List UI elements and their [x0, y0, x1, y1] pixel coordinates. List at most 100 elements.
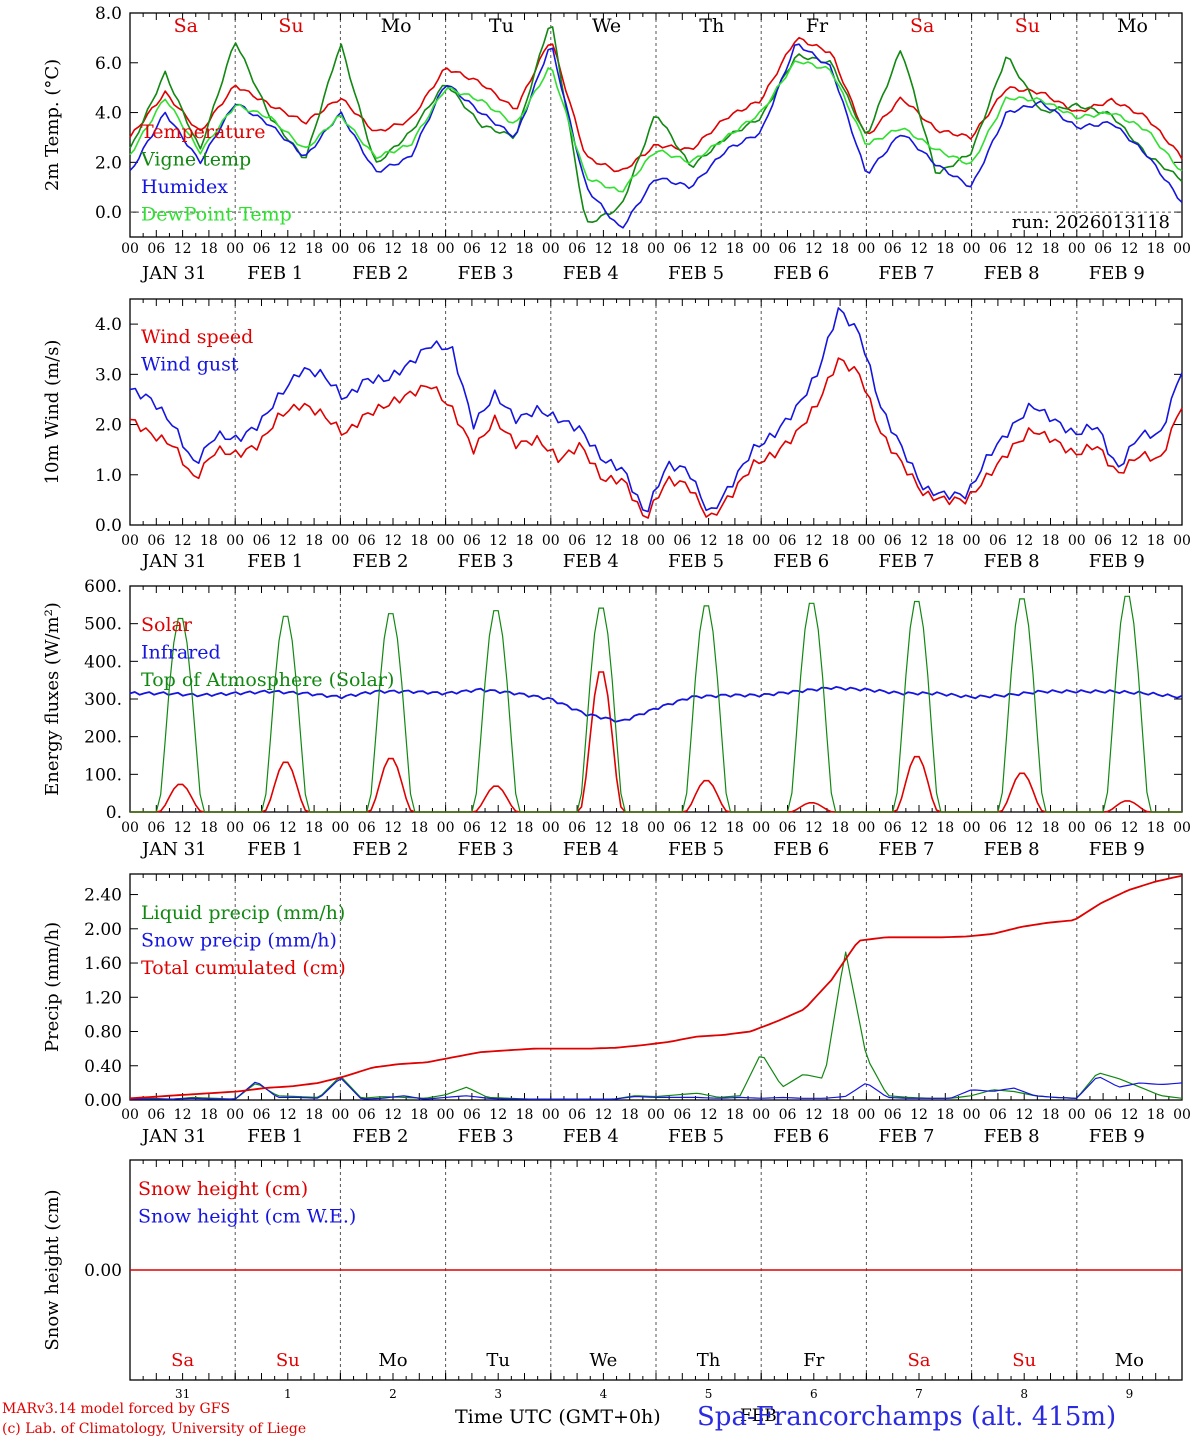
date-label: FEB 8: [984, 839, 1040, 860]
y-tick-label: 0.00: [84, 1261, 122, 1281]
y-tick-label: 0.0: [95, 516, 122, 536]
x-hour-label: 06: [358, 241, 376, 257]
x-hour-label: 18: [410, 820, 428, 836]
x-hour-label: 12: [174, 1107, 192, 1123]
date-label: JAN 31: [140, 839, 207, 860]
x-hour-label: 00: [1068, 820, 1086, 836]
x-hour-label: 18: [200, 1107, 218, 1123]
date-label: FEB 4: [563, 1126, 619, 1147]
x-hour-label: 00: [752, 241, 770, 257]
x-hour-label: 12: [489, 820, 507, 836]
date-label: FEB 1: [247, 263, 303, 284]
wind-series-line: [129, 307, 1183, 513]
y-tick-label: 4.0: [95, 315, 122, 335]
x-hour-label: 12: [279, 533, 297, 549]
x-hour-label: 12: [910, 241, 928, 257]
date-label: FEB 9: [1089, 263, 1145, 284]
date-label: FEB 8: [984, 551, 1040, 572]
x-hour-label: 12: [805, 1107, 823, 1123]
x-hour-label: 06: [147, 1107, 165, 1123]
x-hour-label: 06: [989, 820, 1007, 836]
x-hour-label: 00: [857, 1107, 875, 1123]
x-hour-label: 12: [1015, 820, 1033, 836]
x-hour-label: 18: [516, 1107, 534, 1123]
legend-entry: Liquid precip (mm/h): [141, 902, 345, 924]
x-hour-label: 18: [831, 533, 849, 549]
y-tick-label: 2.40: [84, 886, 122, 906]
date-label: FEB 4: [563, 551, 619, 572]
x-hour-label: 06: [568, 820, 586, 836]
x-hour-label: 00: [857, 241, 875, 257]
x-hour-label: 12: [384, 820, 402, 836]
x-hour-label: 00: [963, 820, 981, 836]
x-hour-label: 12: [489, 241, 507, 257]
x-hour-label: 00: [437, 820, 455, 836]
x-hour-label: 12: [489, 533, 507, 549]
date-label: FEB 9: [1089, 839, 1145, 860]
run-label: run: 2026013118: [1012, 212, 1170, 233]
x-hour-label: 00: [542, 1107, 560, 1123]
x-hour-label: 12: [700, 241, 718, 257]
weekday-label-bottom: Sa: [907, 1350, 930, 1371]
x-hour-label: 12: [1015, 241, 1033, 257]
x-hour-label: 12: [910, 1107, 928, 1123]
weekday-label-bottom: Sa: [171, 1350, 194, 1371]
y-tick-label: 3.0: [95, 365, 122, 385]
date-label: FEB 4: [563, 263, 619, 284]
x-hour-label: 12: [279, 241, 297, 257]
y-tick-label: 4.0: [95, 104, 122, 124]
x-hour-label: 00: [857, 533, 875, 549]
x-hour-label: 12: [384, 1107, 402, 1123]
legend-entry: DewPoint Temp: [141, 204, 292, 226]
day-number: 8: [1020, 1387, 1028, 1401]
weekday-label-top: Th: [699, 15, 724, 37]
x-hour-label: 12: [594, 1107, 612, 1123]
weekday-label-top: Mo: [381, 15, 412, 37]
y-tick-label: 0.00: [84, 1091, 122, 1111]
x-hour-label: 12: [910, 820, 928, 836]
x-hour-label: 00: [121, 241, 139, 257]
x-hour-label: 12: [384, 533, 402, 549]
x-hour-label: 18: [305, 533, 323, 549]
x-hour-label: 06: [779, 241, 797, 257]
x-hour-label: 06: [463, 241, 481, 257]
station-title: Spa-Francorchamps (alt. 415m): [697, 1402, 1117, 1432]
x-hour-label: 18: [200, 241, 218, 257]
day-number: 7: [915, 1387, 923, 1401]
date-label: FEB 3: [458, 1126, 514, 1147]
energy-series-line: [129, 686, 1183, 723]
x-hour-label: 12: [174, 533, 192, 549]
date-label: FEB 5: [668, 551, 724, 572]
date-label: FEB 1: [247, 839, 303, 860]
x-hour-label: 18: [726, 820, 744, 836]
x-hour-label: 18: [726, 533, 744, 549]
weekday-label-bottom: Tu: [486, 1350, 510, 1371]
x-hour-label: 12: [279, 820, 297, 836]
x-hour-label: 18: [1042, 1107, 1060, 1123]
y-tick-label: 0.80: [84, 1023, 122, 1043]
x-hour-label: 18: [1042, 533, 1060, 549]
x-hour-label: 06: [253, 533, 271, 549]
day-number: 6: [810, 1387, 818, 1401]
x-hour-label: 18: [1147, 241, 1165, 257]
x-hour-label: 12: [1120, 1107, 1138, 1123]
x-hour-label: 00: [647, 241, 665, 257]
x-hour-label: 12: [1015, 1107, 1033, 1123]
x-hour-label: 12: [805, 533, 823, 549]
x-hour-label: 18: [410, 533, 428, 549]
x-hour-label: 12: [1120, 241, 1138, 257]
month-label: FEB: [740, 1406, 777, 1426]
x-hour-label: 00: [226, 533, 244, 549]
date-label: JAN 31: [140, 1126, 207, 1147]
legend-entry: Solar: [141, 614, 193, 636]
x-hour-label: 06: [884, 820, 902, 836]
x-hour-label: 00: [1068, 533, 1086, 549]
date-label: FEB 9: [1089, 1126, 1145, 1147]
legend-entry: Snow height (cm): [138, 1178, 308, 1200]
x-hour-label: 18: [305, 241, 323, 257]
x-hour-label: 12: [1120, 820, 1138, 836]
weekday-label-bottom: Su: [276, 1350, 300, 1371]
date-label: FEB 6: [773, 263, 829, 284]
x-hour-label: 18: [1042, 241, 1060, 257]
date-label: FEB 9: [1089, 551, 1145, 572]
